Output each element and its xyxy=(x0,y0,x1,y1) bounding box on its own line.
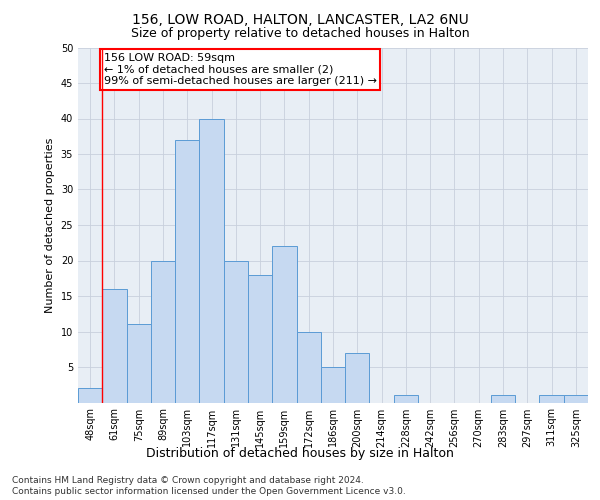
Bar xyxy=(491,396,515,402)
Text: Contains public sector information licensed under the Open Government Licence v3: Contains public sector information licen… xyxy=(12,488,406,496)
Text: Size of property relative to detached houses in Halton: Size of property relative to detached ho… xyxy=(131,28,469,40)
Bar xyxy=(199,118,224,403)
Bar xyxy=(539,396,564,402)
Bar xyxy=(321,367,345,402)
Text: 156, LOW ROAD, HALTON, LANCASTER, LA2 6NU: 156, LOW ROAD, HALTON, LANCASTER, LA2 6N… xyxy=(131,12,469,26)
Text: 156 LOW ROAD: 59sqm
← 1% of detached houses are smaller (2)
99% of semi-detached: 156 LOW ROAD: 59sqm ← 1% of detached hou… xyxy=(104,53,377,86)
Text: Contains HM Land Registry data © Crown copyright and database right 2024.: Contains HM Land Registry data © Crown c… xyxy=(12,476,364,485)
Bar xyxy=(151,260,175,402)
Text: Distribution of detached houses by size in Halton: Distribution of detached houses by size … xyxy=(146,448,454,460)
Bar xyxy=(345,353,370,403)
Bar xyxy=(564,396,588,402)
Bar xyxy=(296,332,321,402)
Bar xyxy=(102,289,127,403)
Bar xyxy=(248,274,272,402)
Bar xyxy=(272,246,296,402)
Bar xyxy=(78,388,102,402)
Bar xyxy=(224,260,248,402)
Bar xyxy=(394,396,418,402)
Y-axis label: Number of detached properties: Number of detached properties xyxy=(45,138,55,312)
Bar xyxy=(127,324,151,402)
Bar xyxy=(175,140,199,402)
